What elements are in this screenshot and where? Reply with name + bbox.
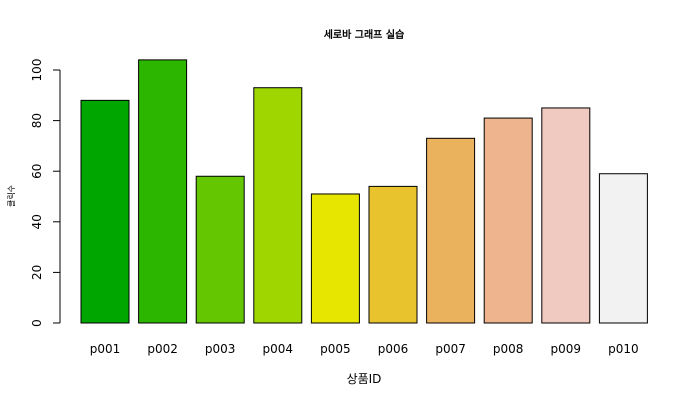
x-tick-label-p007: p007 <box>435 342 466 356</box>
y-tick-label-40: 40 <box>30 214 44 229</box>
bar-p008 <box>483 117 533 324</box>
x-tick-label-p008: p008 <box>493 342 524 356</box>
x-tick-label-p010: p010 <box>608 342 639 356</box>
y-tick-label-0: 0 <box>30 319 44 327</box>
bar-p007 <box>426 137 476 324</box>
x-tick-label-p009: p009 <box>551 342 582 356</box>
y-axis: 0 20 40 60 80 100 <box>30 59 61 327</box>
y-tick-label-100: 100 <box>30 59 44 82</box>
y-tick-label-80: 80 <box>30 113 44 128</box>
y-tick-label-20: 20 <box>30 265 44 280</box>
y-tick-label-60: 60 <box>30 164 44 179</box>
x-axis-title: 상품ID <box>347 372 382 386</box>
x-tick-label-p001: p001 <box>90 342 121 356</box>
x-tick-label-p006: p006 <box>378 342 409 356</box>
bar-p006 <box>368 185 418 324</box>
bar-p004 <box>253 87 303 324</box>
x-tick-label-p004: p004 <box>263 342 294 356</box>
bar-p005 <box>310 193 360 324</box>
y-axis-title: 클릭수 <box>6 185 16 207</box>
chart-title: 세로바 그래프 실습 <box>324 28 405 41</box>
x-tick-labels: p001 p002 p003 p004 p005 p006 p007 p008 p009 p010 <box>90 342 639 356</box>
bar-p009 <box>541 107 591 324</box>
x-tick-label-p005: p005 <box>320 342 351 356</box>
bar-p001 <box>80 99 130 324</box>
bars-group <box>80 59 648 324</box>
bar-p003 <box>195 175 245 324</box>
bar-p010 <box>598 173 648 324</box>
x-tick-label-p003: p003 <box>205 342 236 356</box>
x-tick-label-p002: p002 <box>147 342 178 356</box>
bar-p002 <box>138 59 188 324</box>
